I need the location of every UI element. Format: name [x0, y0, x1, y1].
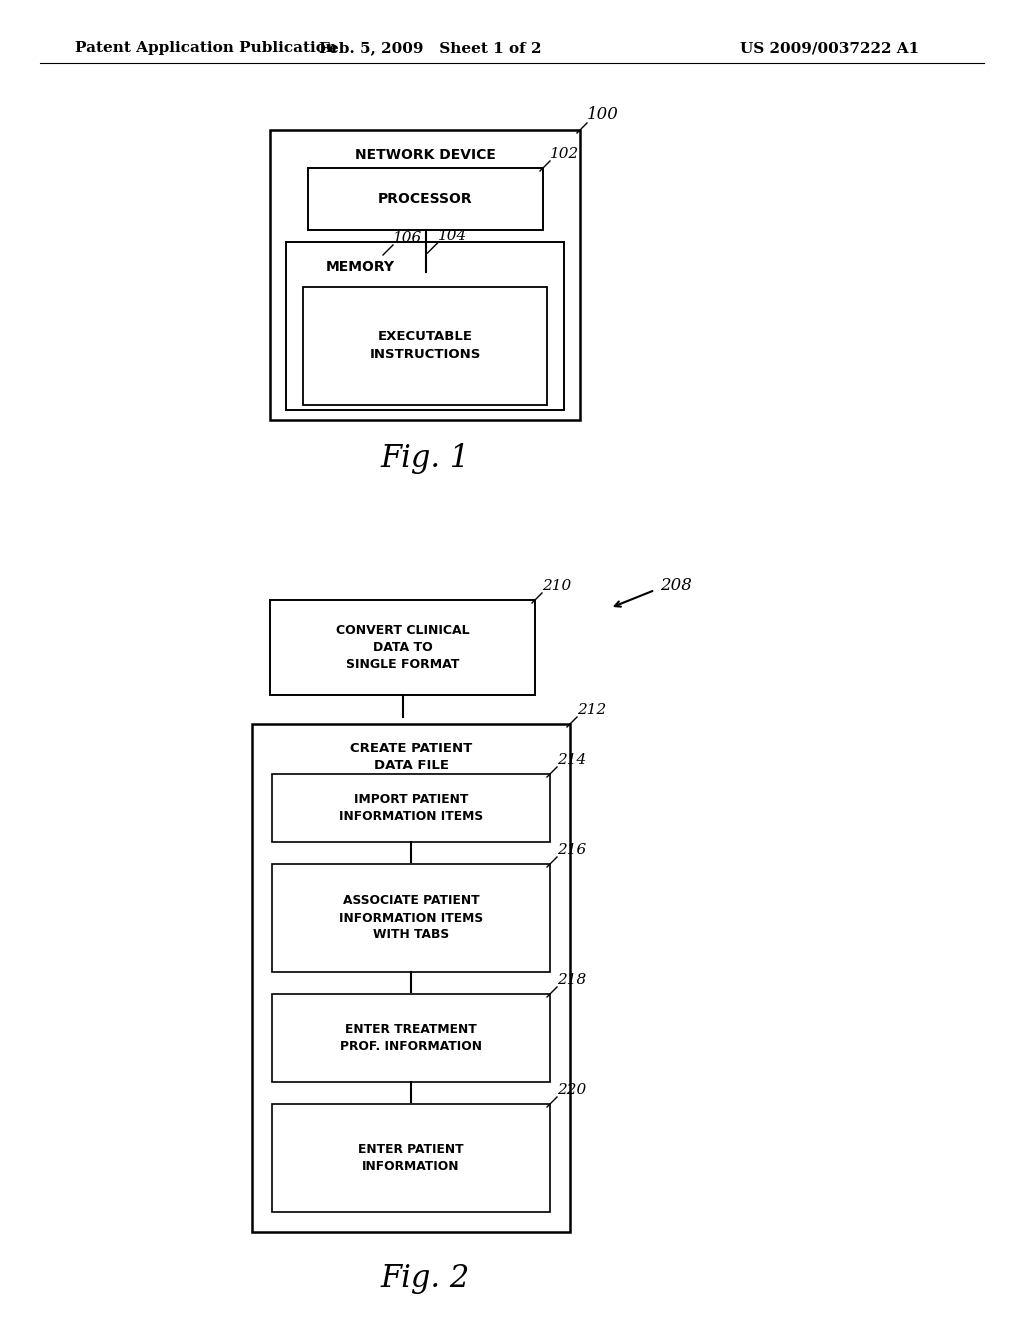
Text: ENTER TREATMENT
PROF. INFORMATION: ENTER TREATMENT PROF. INFORMATION	[340, 1023, 482, 1053]
Bar	[272, 994, 550, 1082]
Text: 212: 212	[577, 704, 606, 717]
Text: 104: 104	[437, 228, 467, 243]
Text: ASSOCIATE PATIENT
INFORMATION ITEMS
WITH TABS: ASSOCIATE PATIENT INFORMATION ITEMS WITH…	[339, 895, 483, 941]
Bar	[252, 723, 570, 1232]
Text: IMPORT PATIENT
INFORMATION ITEMS: IMPORT PATIENT INFORMATION ITEMS	[339, 793, 483, 822]
Text: 208: 208	[660, 577, 692, 594]
Text: US 2009/0037222 A1: US 2009/0037222 A1	[740, 41, 920, 55]
Text: CREATE PATIENT
DATA FILE: CREATE PATIENT DATA FILE	[350, 742, 472, 772]
Text: Feb. 5, 2009   Sheet 1 of 2: Feb. 5, 2009 Sheet 1 of 2	[318, 41, 542, 55]
Text: NETWORK DEVICE: NETWORK DEVICE	[354, 148, 496, 162]
Text: 220: 220	[557, 1082, 587, 1097]
Text: 100: 100	[587, 106, 618, 123]
Bar	[303, 286, 547, 405]
Text: 106: 106	[393, 231, 422, 246]
Bar	[286, 242, 564, 411]
Text: 216: 216	[557, 843, 587, 857]
Text: MEMORY: MEMORY	[326, 260, 395, 275]
Text: PROCESSOR: PROCESSOR	[378, 191, 473, 206]
Text: 214: 214	[557, 752, 587, 767]
Bar	[308, 168, 543, 230]
Text: ENTER PATIENT
INFORMATION: ENTER PATIENT INFORMATION	[358, 1143, 464, 1173]
Text: Fig. 2: Fig. 2	[380, 1262, 470, 1294]
Bar	[270, 129, 580, 420]
Bar	[272, 774, 550, 842]
Text: CONVERT CLINICAL
DATA TO
SINGLE FORMAT: CONVERT CLINICAL DATA TO SINGLE FORMAT	[336, 624, 469, 671]
Text: EXECUTABLE
INSTRUCTIONS: EXECUTABLE INSTRUCTIONS	[370, 330, 480, 362]
Text: 102: 102	[550, 147, 580, 161]
Bar	[272, 865, 550, 972]
Bar	[272, 1104, 550, 1212]
Text: 218: 218	[557, 973, 587, 987]
Text: Patent Application Publication: Patent Application Publication	[75, 41, 337, 55]
Text: Fig. 1: Fig. 1	[380, 442, 470, 474]
Bar	[270, 601, 535, 696]
Text: 210: 210	[542, 579, 571, 593]
